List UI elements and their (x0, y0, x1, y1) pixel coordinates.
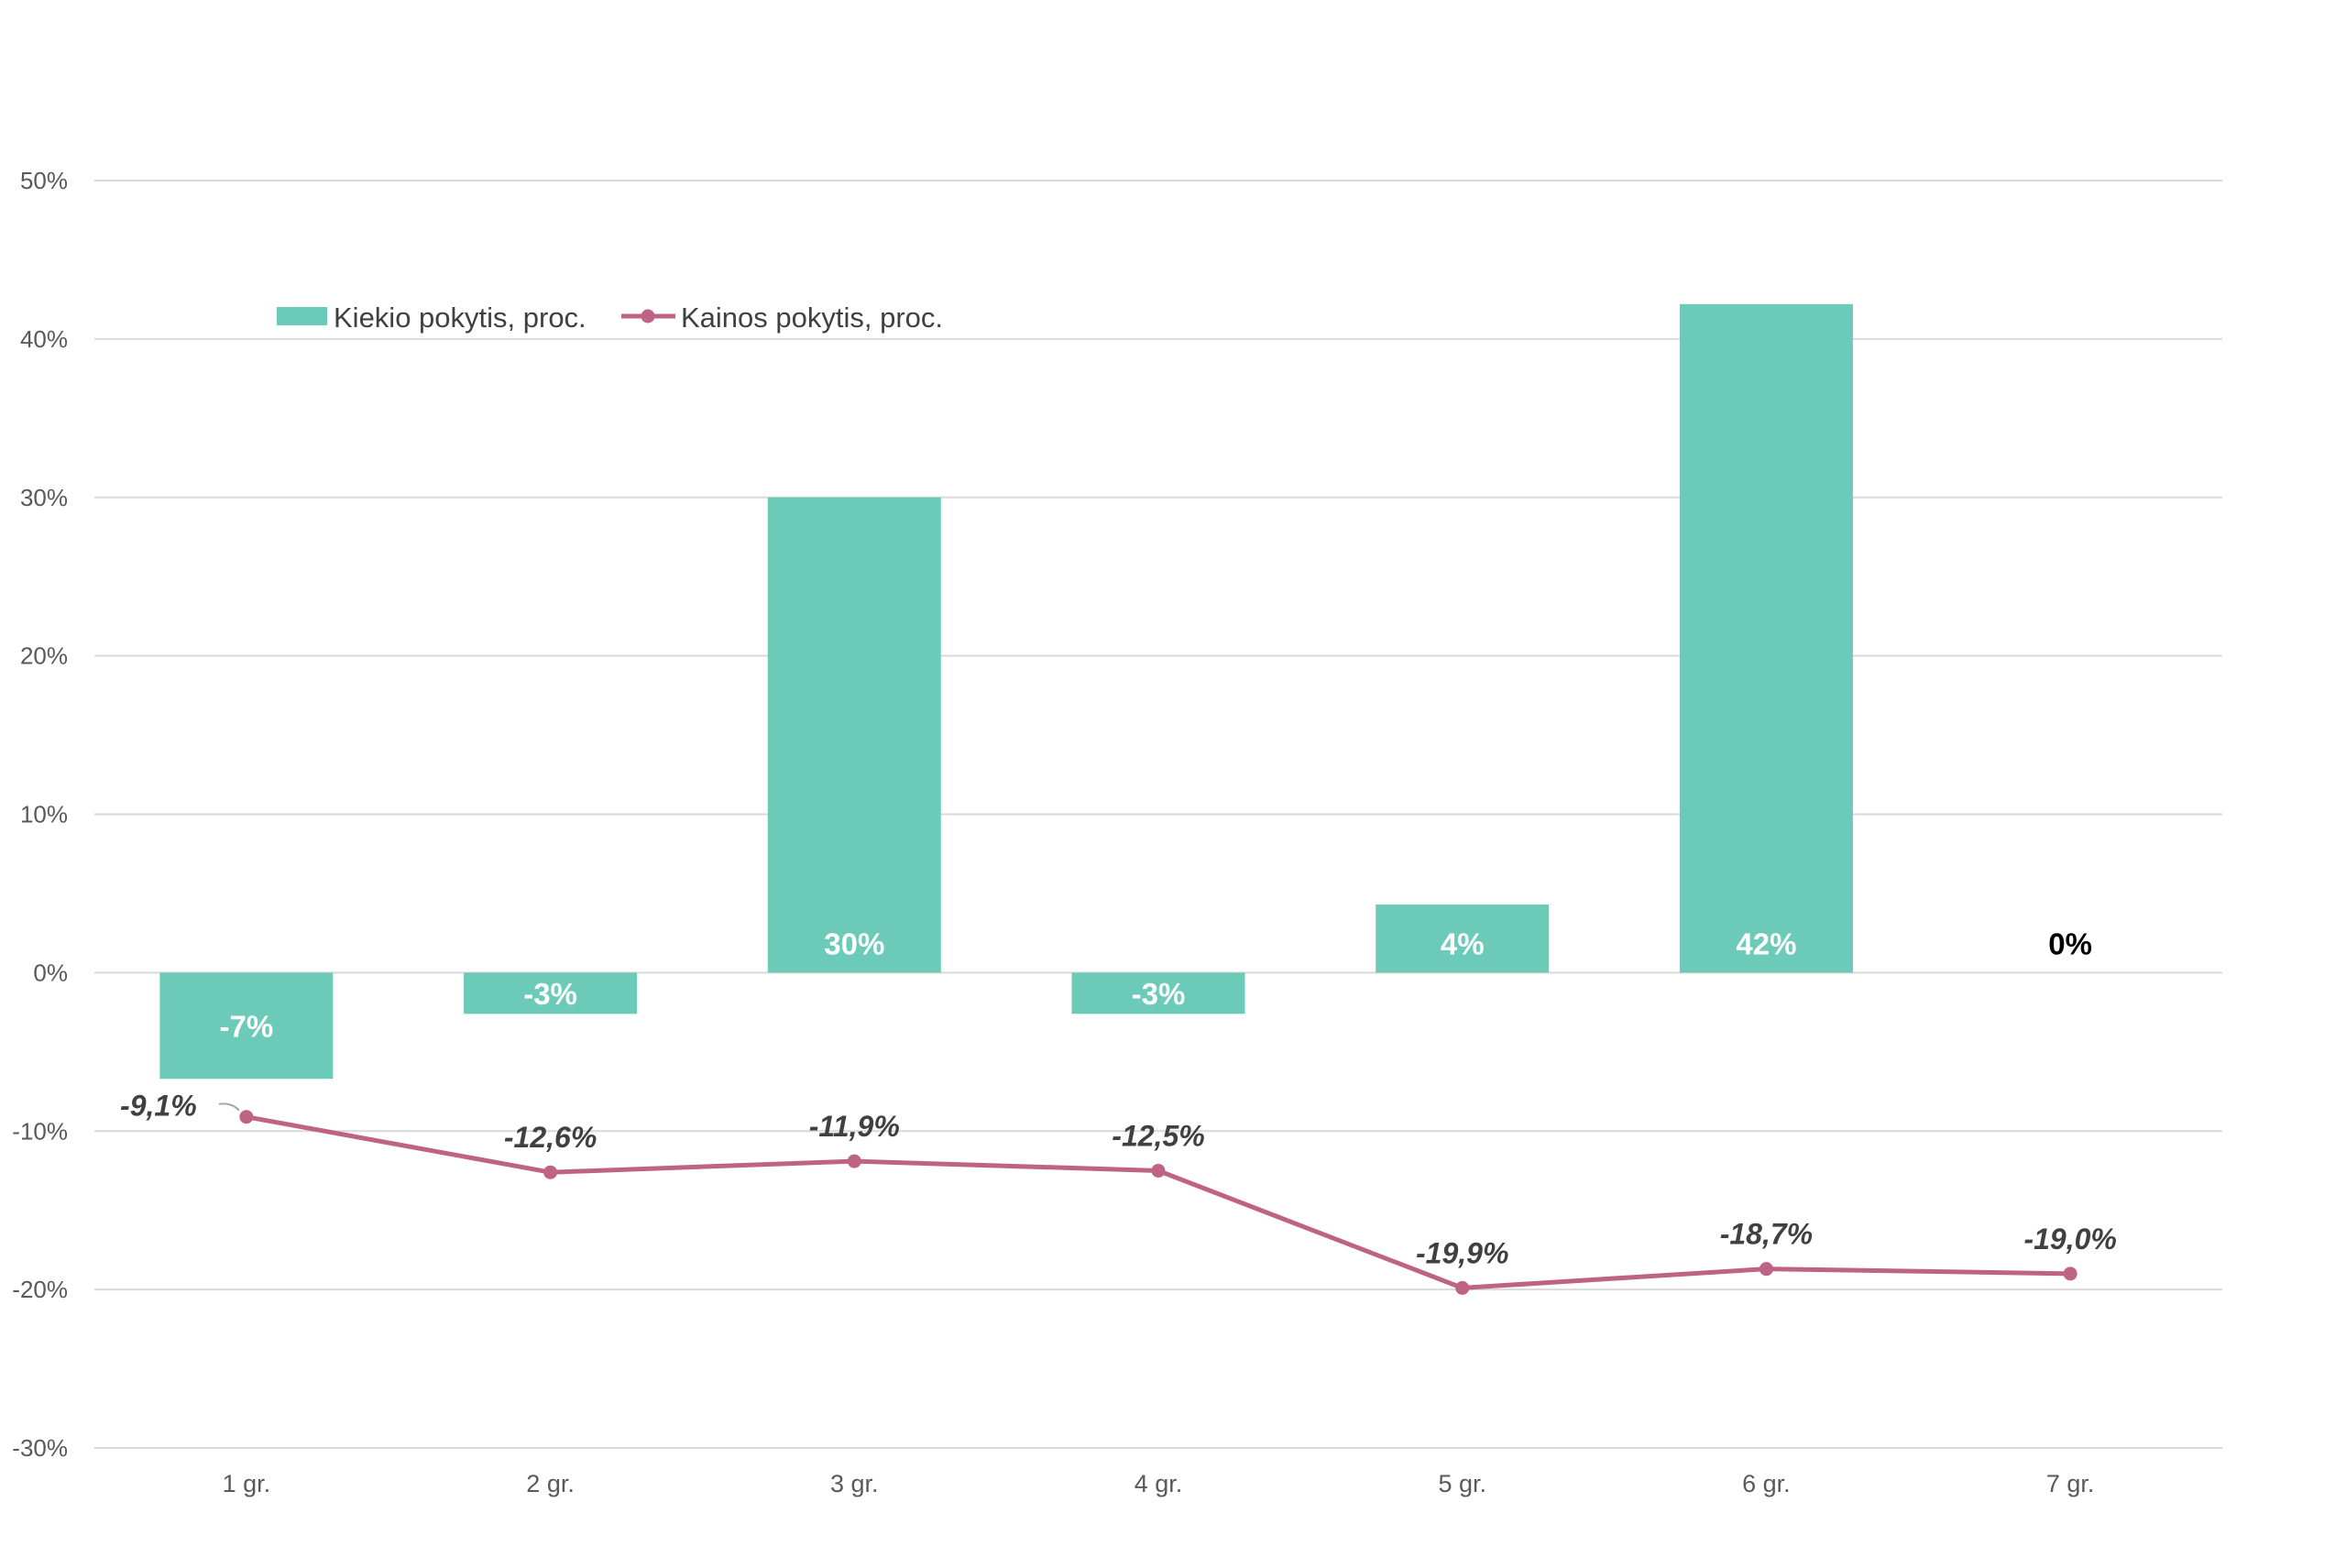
legend: Kiekio pokytis, proc. Kainos pokytis, pr… (277, 302, 943, 334)
label-leader-line (218, 1102, 240, 1112)
bar (1679, 303, 1853, 973)
y-tick-label: 20% (20, 642, 68, 670)
y-tick-label: 50% (20, 167, 68, 194)
gridlines (94, 180, 2222, 1449)
line-point (847, 1154, 861, 1168)
line-data-label: -12,6% (504, 1121, 597, 1154)
line-point (1151, 1163, 1166, 1178)
bar (767, 497, 941, 973)
x-category-label: 4 gr. (1135, 1470, 1183, 1497)
line-point (543, 1165, 558, 1179)
line-data-label: -19,9% (1416, 1236, 1508, 1269)
x-category-label: 6 gr. (1742, 1470, 1791, 1497)
bar (159, 972, 334, 1080)
bar-data-labels: -7% -3% 30% -3% 4% 42% 0% (220, 927, 2092, 1043)
bar-data-label: 0% (2048, 927, 2092, 960)
y-tick-label: 10% (20, 801, 68, 828)
x-category-label: 5 gr. (1438, 1470, 1486, 1497)
line-data-label: -18,7% (1720, 1218, 1813, 1251)
line-data-label: -11,9% (809, 1110, 900, 1143)
line-point (239, 1110, 254, 1124)
bar-data-label: -7% (220, 1009, 274, 1043)
line-point (1759, 1262, 1773, 1277)
x-category-label: 3 gr. (830, 1470, 879, 1497)
line-data-label: -9,1% (120, 1090, 197, 1123)
bar (1376, 905, 1550, 973)
x-category-label: 7 gr. (2046, 1470, 2095, 1497)
bar-data-label: 30% (824, 927, 884, 960)
legend-label-line: Kainos pokytis, proc. (681, 302, 943, 334)
x-axis: 1 gr. 2 gr. 3 gr. 4 gr. 5 gr. 6 gr. 7 gr. (223, 1470, 2095, 1497)
y-axis: 50% 40% 30% 20% 10% 0% -10% -20% -30% (12, 167, 68, 1462)
bar (1071, 972, 1245, 1014)
bar-data-label: 4% (1441, 927, 1485, 960)
y-tick-label: 40% (20, 325, 68, 353)
bar-data-label: -3% (523, 977, 577, 1011)
line-data-label: -19,0% (2023, 1223, 2116, 1255)
legend-label-bars: Kiekio pokytis, proc. (334, 302, 586, 334)
x-category-label: 2 gr. (526, 1470, 575, 1497)
bar (464, 972, 638, 1014)
y-tick-label: -30% (12, 1434, 68, 1462)
bar-data-label: -3% (1132, 977, 1186, 1011)
x-category-label: 1 gr. (223, 1470, 271, 1497)
line-series (239, 1110, 2077, 1295)
legend-swatch-bars (277, 307, 327, 325)
line-point (1455, 1280, 1470, 1295)
y-tick-label: 0% (33, 959, 68, 986)
y-tick-label: -20% (12, 1276, 68, 1303)
legend-marker-line (641, 309, 655, 323)
line-data-label: -12,5% (1112, 1119, 1204, 1152)
bar-series (159, 303, 1853, 1080)
bar-data-label: 42% (1736, 927, 1796, 960)
y-tick-label: -10% (12, 1117, 68, 1145)
y-tick-label: 30% (20, 484, 68, 511)
line-data-labels: -9,1% -12,6% -11,9% -12,5% -19,9% -18,7% -19,0… (120, 1090, 2117, 1270)
line-point (2063, 1266, 2077, 1281)
